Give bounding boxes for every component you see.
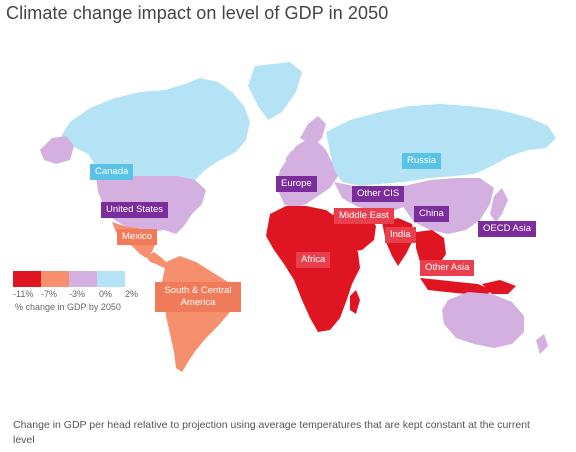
legend-swatch-mild — [69, 271, 97, 287]
label-middle-east: Middle East — [334, 208, 394, 224]
europe-shape — [276, 140, 338, 208]
canada-shape — [60, 78, 250, 180]
new-zealand-shape — [536, 334, 548, 354]
madagascar-shape — [350, 290, 360, 314]
label-india: India — [385, 227, 416, 243]
uk-shape — [286, 150, 296, 170]
label-europe: Europe — [276, 176, 317, 192]
label-russia: Russia — [402, 153, 442, 169]
page-title: Climate change impact on level of GDP in… — [6, 3, 389, 23]
new-guinea-shape — [482, 280, 516, 294]
alaska-shape — [40, 136, 74, 164]
greenland-shape — [248, 62, 302, 120]
footnote: Change in GDP per head relative to proje… — [13, 419, 530, 446]
label-united-states: United States — [101, 202, 169, 218]
legend-tick: -3% — [69, 289, 86, 299]
legend-tick: 0% — [99, 289, 113, 299]
label-canada: Canada — [90, 164, 134, 180]
africa-shape — [266, 206, 360, 332]
scandinavia-shape — [300, 116, 326, 146]
legend-swatch-moderate — [41, 271, 69, 287]
japan-shape — [490, 188, 508, 222]
label-other-asia: Other Asia — [420, 260, 475, 276]
label-other-cis: Other CIS — [352, 186, 405, 202]
legend-swatch-severe — [13, 271, 41, 287]
label-china: China — [414, 206, 449, 222]
australia-shape — [442, 292, 524, 348]
legend-tick: -7% — [41, 289, 58, 299]
label-mexico: Mexico — [117, 229, 158, 245]
label-africa: Africa — [296, 252, 331, 268]
south-america-shape — [162, 256, 236, 372]
indonesia-shape — [420, 278, 492, 296]
russia-shape — [326, 104, 556, 186]
legend-tick: 2% — [125, 289, 139, 299]
central-america-shape — [146, 252, 168, 268]
label-south-central-america: South & Central America — [155, 282, 241, 312]
legend-tick: -11% — [13, 289, 34, 299]
legend-swatch-gain — [97, 271, 125, 287]
label-oecd-asia: OECD Asia — [478, 221, 537, 237]
legend-caption: % change in GDP by 2050 — [15, 302, 121, 312]
